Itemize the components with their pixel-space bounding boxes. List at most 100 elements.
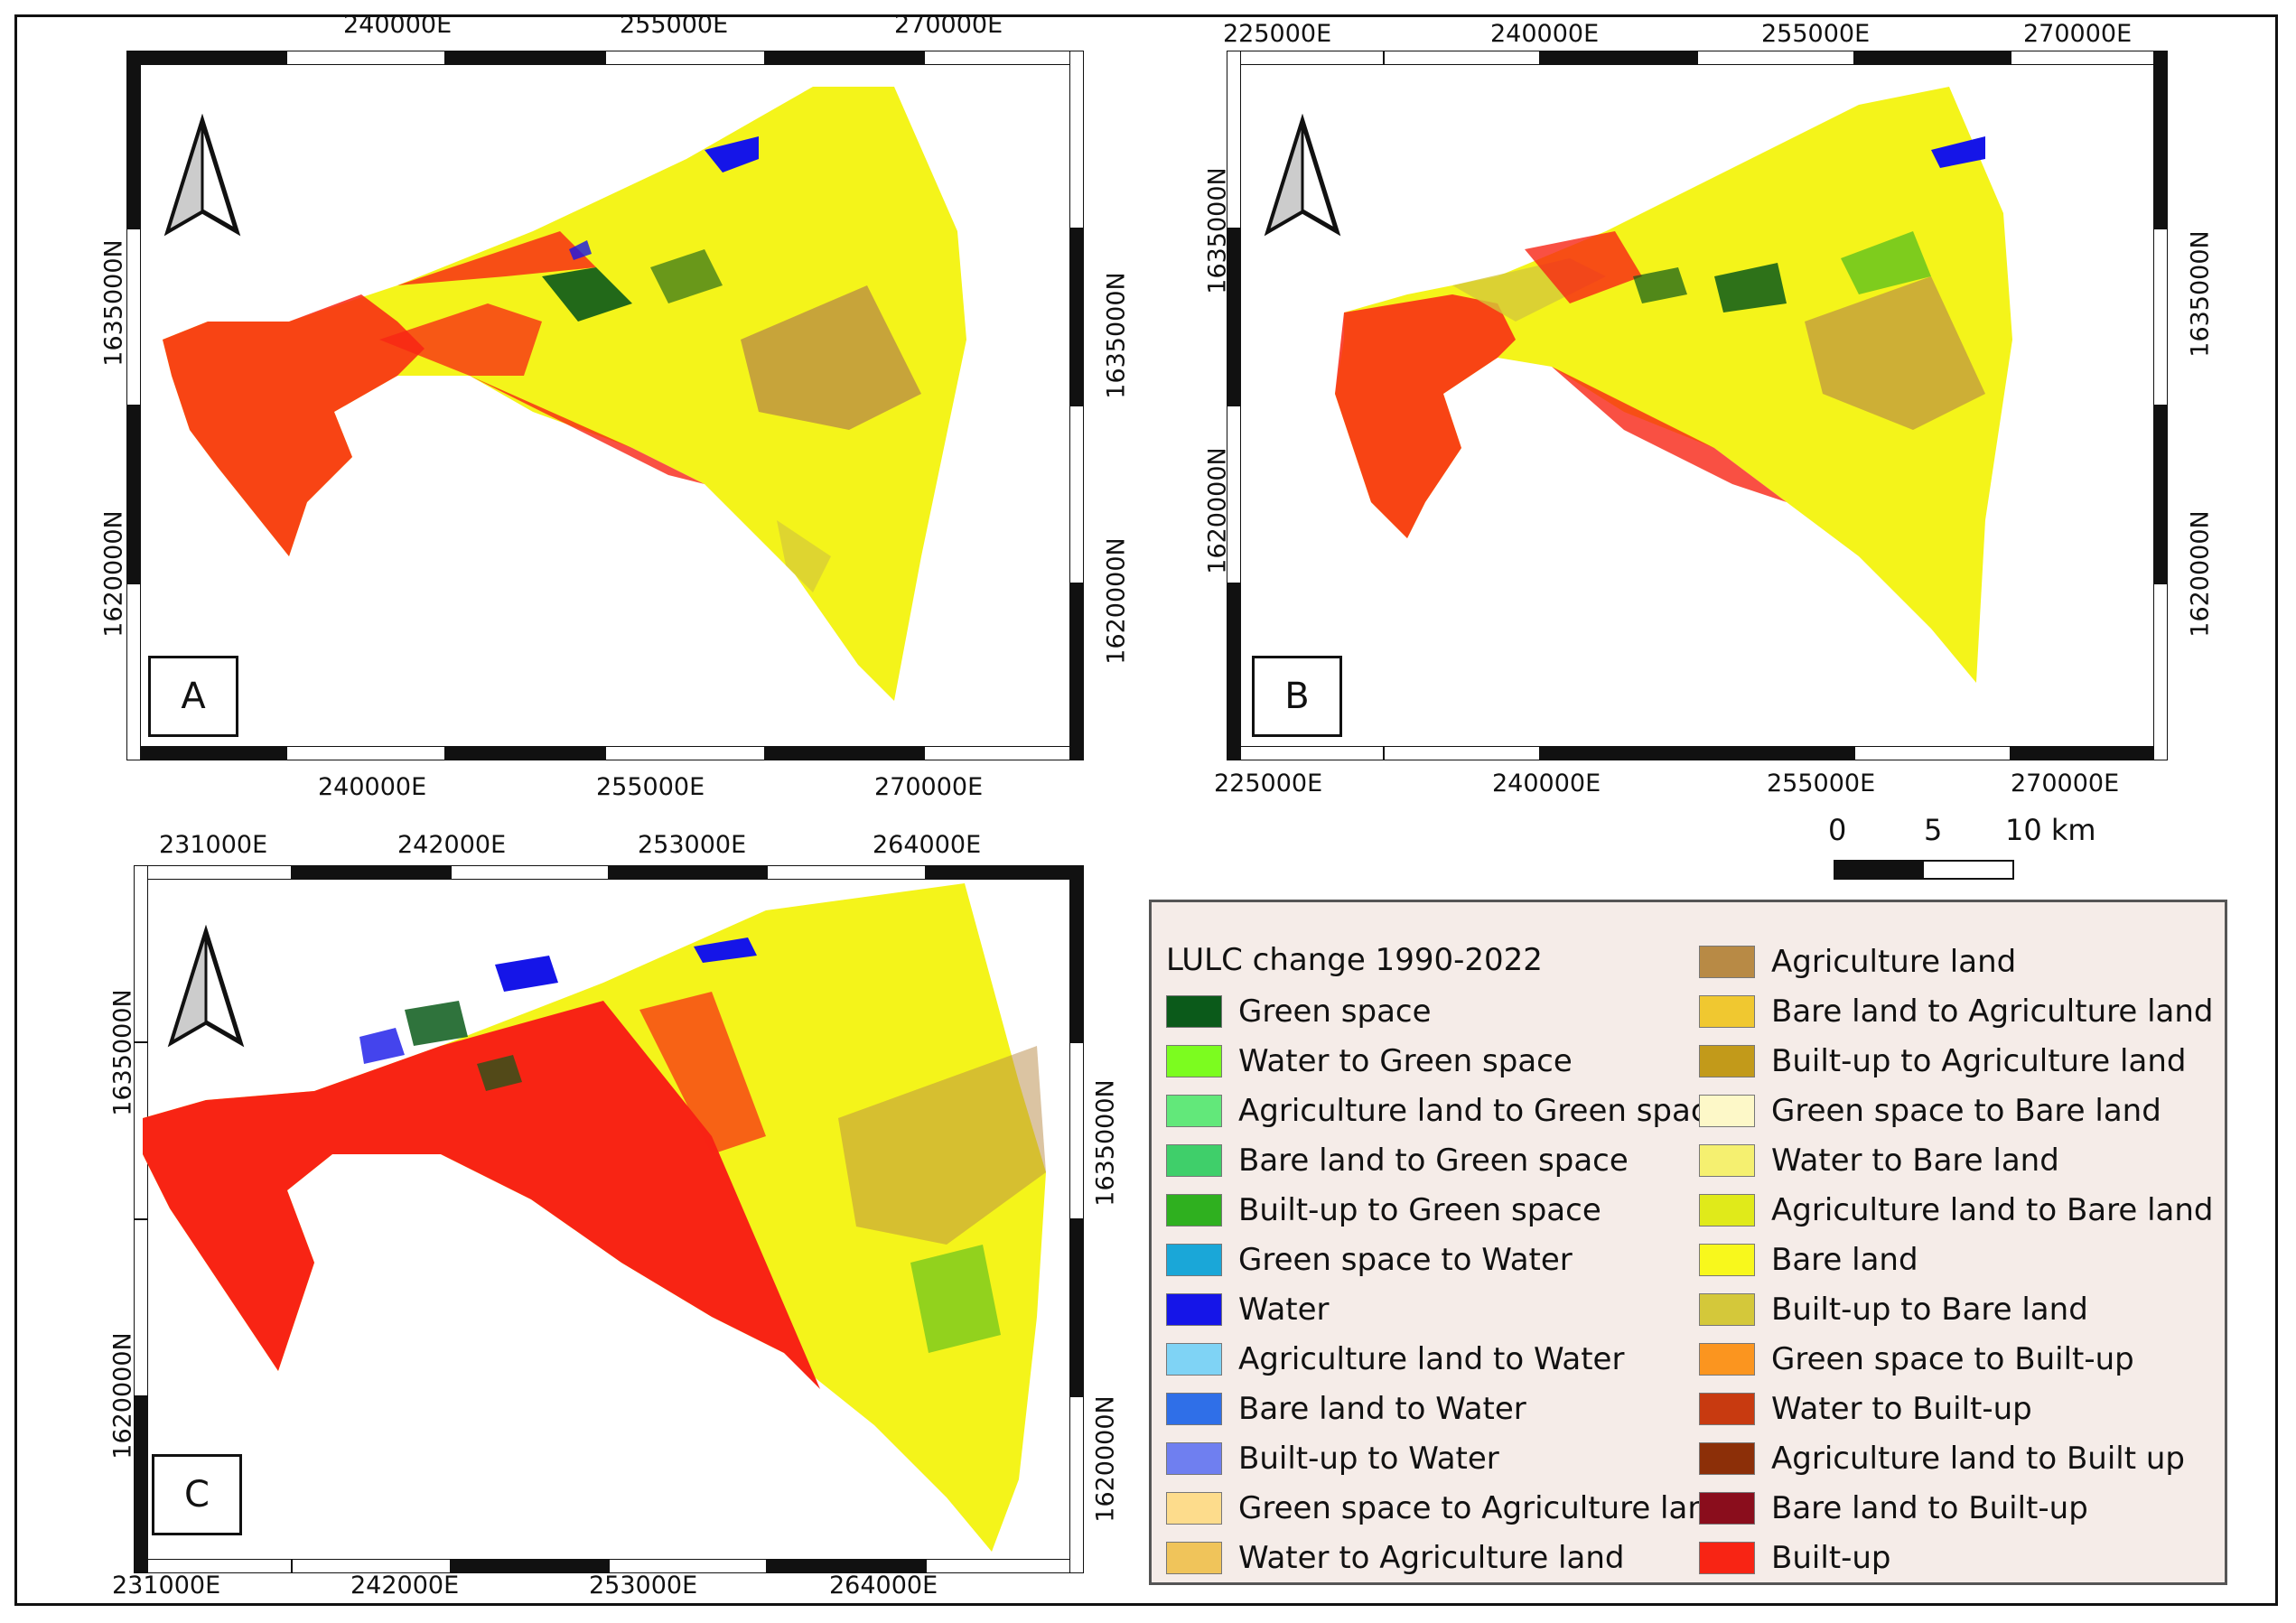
legend-label: Bare land to Agriculture land xyxy=(1771,993,2214,1030)
legend-swatch xyxy=(1166,1094,1222,1127)
legend-item: Water to Green space xyxy=(1166,1036,1726,1086)
legend-label: Bare land to Water xyxy=(1238,1390,1526,1427)
tick-label: 225000E xyxy=(1214,770,1323,798)
legend-item: Water to Built-up xyxy=(1699,1384,2213,1433)
legend-label: Agriculture land xyxy=(1771,943,2017,980)
legend-label: Green space to Bare land xyxy=(1771,1092,2161,1129)
map-panel-c: C xyxy=(134,865,1084,1573)
legend-title: LULC change 1990-2022 xyxy=(1166,942,1543,978)
legend-label: Agriculture land to Built up xyxy=(1771,1440,2185,1477)
tick-label: 1620000N xyxy=(108,1332,137,1460)
legend-label: Built-up to Water xyxy=(1238,1440,1499,1477)
legend-swatch xyxy=(1166,994,1222,1028)
bottom-ruler xyxy=(134,1559,1084,1573)
tick-label: 1635000N xyxy=(1102,272,1131,399)
north-arrow-icon xyxy=(163,924,249,1069)
legend: LULC change 1990-2022 Green space Water t… xyxy=(1149,900,2227,1585)
legend-item: Built-up xyxy=(1699,1533,2213,1582)
legend-swatch xyxy=(1166,1193,1222,1227)
legend-label: Agriculture land to Green space xyxy=(1238,1092,1727,1129)
legend-swatch xyxy=(1699,1392,1755,1425)
panel-label: B xyxy=(1252,656,1342,737)
tick-label: 1635000N xyxy=(99,239,128,367)
legend-label: Water xyxy=(1238,1291,1330,1328)
top-ruler xyxy=(134,865,1084,880)
tick-label: 270000E xyxy=(874,773,984,801)
tick-label: 1635000N xyxy=(1091,1079,1120,1207)
legend-swatch xyxy=(1166,1342,1222,1376)
legend-swatch xyxy=(1699,945,1755,978)
tick-label: 242000E xyxy=(397,831,507,859)
tick-label: 264000E xyxy=(873,831,982,859)
legend-item: Built-up to Bare land xyxy=(1699,1284,2213,1334)
legend-swatch xyxy=(1166,1491,1222,1525)
legend-item: Agriculture land to Water xyxy=(1166,1334,1726,1384)
legend-item: Water xyxy=(1166,1284,1726,1334)
top-ruler xyxy=(1227,51,2169,65)
bottom-ruler xyxy=(126,746,1085,760)
north-arrow-icon xyxy=(1259,113,1346,258)
legend-item: Built-up to Water xyxy=(1166,1433,1726,1483)
legend-item: Bare land to Agriculture land xyxy=(1699,986,2213,1036)
tick-label: 270000E xyxy=(894,11,1003,39)
legend-item: Built-up to Green space xyxy=(1166,1185,1726,1235)
legend-item: Green space xyxy=(1166,986,1726,1036)
tick-label: 240000E xyxy=(1492,770,1601,798)
legend-item: Bare land to Water xyxy=(1166,1384,1726,1433)
scale-bar-graphic xyxy=(1834,860,2014,880)
legend-swatch xyxy=(1699,1292,1755,1326)
legend-item: Bare land xyxy=(1699,1235,2213,1284)
legend-swatch xyxy=(1699,1193,1755,1227)
legend-item: Bare land to Green space xyxy=(1166,1135,1726,1185)
scale-label: 0 xyxy=(1828,813,1847,847)
map-panel-b: B xyxy=(1227,51,2169,760)
tick-label: 255000E xyxy=(1761,20,1871,48)
map-panel-a: A xyxy=(126,51,1085,760)
tick-label: 1635000N xyxy=(2186,230,2215,358)
tick-label: 231000E xyxy=(159,831,268,859)
legend-item: Water to Bare land xyxy=(1699,1135,2213,1185)
right-ruler xyxy=(2153,51,2168,760)
tick-label: 1620000N xyxy=(1102,537,1131,665)
tick-label: 225000E xyxy=(1223,20,1332,48)
legend-swatch xyxy=(1699,1094,1755,1127)
legend-item: Green space to Agriculture land xyxy=(1166,1483,1726,1533)
bottom-ruler xyxy=(1227,746,2169,760)
right-ruler xyxy=(1069,865,1084,1573)
legend-swatch xyxy=(1699,1491,1755,1525)
tick-label: 255000E xyxy=(596,773,705,801)
legend-item: Water to Agriculture land xyxy=(1166,1533,1726,1582)
legend-swatch xyxy=(1699,1541,1755,1574)
legend-swatch xyxy=(1699,994,1755,1028)
figure-border xyxy=(14,14,2278,1606)
legend-item: Built-up to Agriculture land xyxy=(1699,1036,2213,1086)
legend-label: Green space xyxy=(1238,993,1432,1030)
tick-label: 242000E xyxy=(350,1572,460,1600)
legend-label: Green space to Agriculture land xyxy=(1238,1489,1727,1526)
tick-label: 255000E xyxy=(620,11,729,39)
tick-label: 255000E xyxy=(1767,770,1876,798)
legend-item: Green space to Bare land xyxy=(1699,1086,2213,1135)
legend-label: Built-up to Green space xyxy=(1238,1191,1601,1228)
legend-label: Water to Agriculture land xyxy=(1238,1539,1625,1576)
scale-label: 10 km xyxy=(2005,813,2096,847)
panel-label: A xyxy=(148,656,238,737)
legend-swatch xyxy=(1699,1044,1755,1077)
legend-item: Green space to Built-up xyxy=(1699,1334,2213,1384)
land-cover-map xyxy=(1335,87,2012,683)
tick-label: 1620000N xyxy=(99,510,128,638)
tick-label: 240000E xyxy=(343,11,453,39)
left-ruler xyxy=(126,51,141,760)
tick-label: 1620000N xyxy=(2186,510,2215,638)
legend-item: Agriculture land xyxy=(1699,937,2213,986)
tick-label: 1620000N xyxy=(1203,447,1232,574)
legend-label: Built-up to Agriculture land xyxy=(1771,1042,2187,1079)
legend-swatch xyxy=(1699,1243,1755,1276)
legend-label: Agriculture land to Bare land xyxy=(1771,1191,2214,1228)
legend-swatch xyxy=(1166,1292,1222,1326)
left-ruler xyxy=(1227,51,1241,760)
legend-item: Agriculture land to Built up xyxy=(1699,1433,2213,1483)
tick-label: 253000E xyxy=(589,1572,698,1600)
panel-label: C xyxy=(152,1454,242,1535)
tick-label: 1635000N xyxy=(1203,167,1232,294)
